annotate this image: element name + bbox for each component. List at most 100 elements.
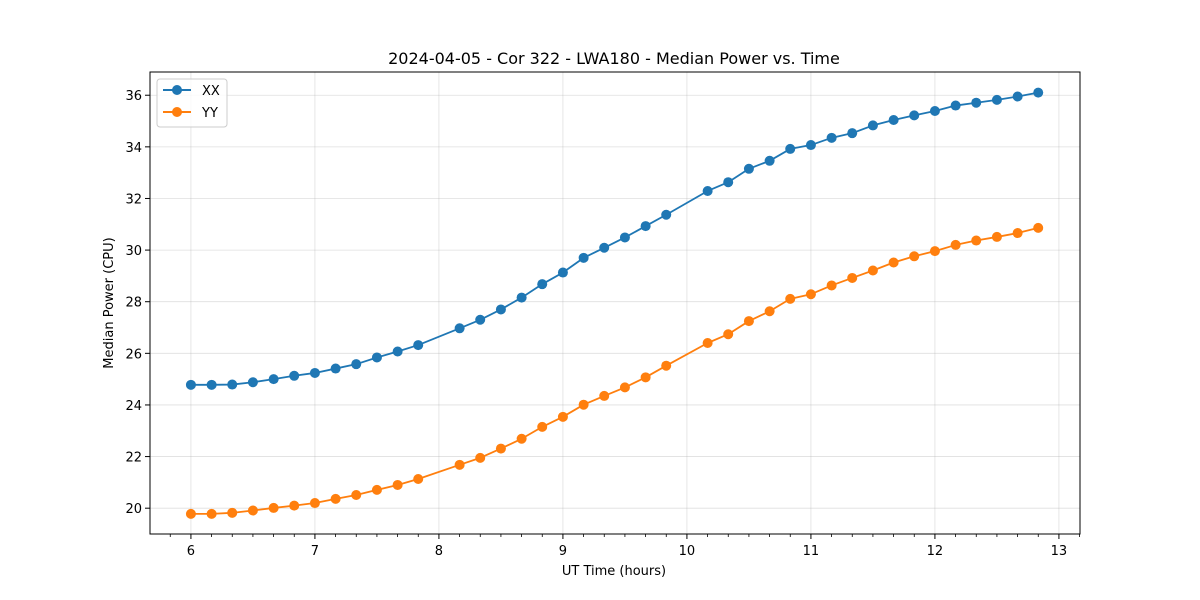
- y-tick-label: 34: [125, 141, 142, 156]
- legend-label-yy: YY: [201, 106, 218, 121]
- data-point-yy: [743, 316, 754, 327]
- x-axis-ticks: 6 7 8 9 10 11 12 13: [187, 534, 1067, 559]
- data-point-xx: [640, 221, 651, 232]
- data-point-xx: [888, 115, 899, 126]
- x-tick-label: 6: [187, 544, 195, 559]
- y-tick-label: 32: [125, 192, 142, 207]
- y-axis-label: Median Power (CPU): [102, 237, 117, 368]
- data-point-yy: [371, 484, 382, 495]
- series-line-yy: [190, 227, 1039, 515]
- data-point-xx: [702, 185, 713, 196]
- data-point-xx: [1012, 91, 1023, 102]
- data-point-yy: [330, 493, 341, 504]
- data-point-xx: [847, 128, 858, 139]
- data-point-yy: [227, 507, 238, 518]
- data-point-yy: [268, 502, 279, 513]
- data-point-yy: [785, 293, 796, 304]
- y-tick-label: 28: [125, 296, 142, 311]
- data-point-yy: [1012, 228, 1023, 239]
- data-point-yy: [909, 251, 920, 262]
- data-point-xx: [867, 120, 878, 131]
- data-point-yy: [929, 246, 940, 257]
- data-point-yy: [495, 443, 506, 454]
- data-point-xx: [557, 267, 568, 278]
- x-tick-label: 12: [927, 544, 944, 559]
- x-tick-label: 10: [679, 544, 696, 559]
- data-point-xx: [268, 374, 279, 385]
- legend-marker-xx: [172, 85, 182, 95]
- data-point-xx: [599, 242, 610, 253]
- y-axis-ticks: 20 22 24 26 28 30 32 34 36: [125, 89, 150, 517]
- data-point-xx: [289, 370, 300, 381]
- series-yy: [185, 222, 1044, 519]
- data-point-yy: [826, 280, 837, 291]
- legend: XX YY: [156, 78, 228, 128]
- data-point-xx: [950, 100, 961, 111]
- data-point-yy: [619, 382, 630, 393]
- data-point-xx: [371, 352, 382, 363]
- series-layer: [185, 87, 1044, 519]
- data-point-xx: [309, 367, 320, 378]
- data-point-xx: [185, 379, 196, 390]
- y-tick-label: 20: [125, 502, 142, 517]
- series-xx: [185, 87, 1044, 390]
- legend-marker-yy: [172, 107, 182, 117]
- data-point-yy: [888, 257, 899, 268]
- data-point-yy: [764, 306, 775, 317]
- data-point-yy: [971, 235, 982, 246]
- data-point-yy: [247, 505, 258, 516]
- data-point-yy: [578, 399, 589, 410]
- legend-label-xx: XX: [202, 84, 220, 99]
- data-point-xx: [227, 379, 238, 390]
- data-point-xx: [454, 323, 465, 334]
- data-point-yy: [557, 411, 568, 422]
- data-point-yy: [661, 360, 672, 371]
- data-point-xx: [723, 177, 734, 188]
- y-tick-label: 30: [125, 244, 142, 259]
- data-point-xx: [413, 340, 424, 351]
- data-point-yy: [867, 265, 878, 276]
- data-point-yy: [392, 479, 403, 490]
- data-point-xx: [826, 132, 837, 143]
- data-point-yy: [991, 231, 1002, 242]
- plot-frame: [149, 71, 1081, 535]
- data-point-xx: [206, 379, 217, 390]
- data-point-yy: [206, 508, 217, 519]
- data-point-yy: [805, 289, 816, 300]
- data-point-xx: [578, 252, 589, 263]
- data-point-yy: [516, 433, 527, 444]
- data-point-yy: [454, 459, 465, 470]
- data-point-xx: [805, 140, 816, 151]
- data-point-yy: [599, 390, 610, 401]
- data-point-xx: [351, 359, 362, 370]
- data-point-yy: [847, 272, 858, 283]
- data-point-yy: [185, 508, 196, 519]
- chart-title: 2024-04-05 - Cor 322 - LWA180 - Median P…: [388, 49, 840, 68]
- data-point-xx: [475, 314, 486, 325]
- data-point-yy: [950, 239, 961, 250]
- data-point-yy: [537, 421, 548, 432]
- data-point-yy: [351, 490, 362, 501]
- data-point-xx: [661, 209, 672, 220]
- data-point-xx: [1033, 87, 1044, 98]
- y-tick-label: 24: [125, 399, 142, 414]
- x-tick-label: 8: [435, 544, 443, 559]
- data-point-yy: [413, 474, 424, 485]
- data-point-xx: [785, 143, 796, 154]
- data-point-yy: [723, 329, 734, 340]
- x-tick-label: 11: [803, 544, 820, 559]
- data-point-xx: [247, 377, 258, 388]
- data-point-yy: [475, 452, 486, 463]
- data-point-xx: [971, 97, 982, 108]
- series-line-xx: [190, 91, 1039, 386]
- x-tick-label: 13: [1051, 544, 1068, 559]
- data-point-xx: [330, 363, 341, 374]
- data-point-yy: [289, 500, 300, 511]
- data-point-yy: [640, 372, 651, 383]
- data-point-xx: [619, 232, 630, 243]
- data-point-xx: [764, 155, 775, 166]
- x-tick-label: 7: [311, 544, 319, 559]
- data-point-xx: [537, 279, 548, 290]
- data-point-yy: [1033, 222, 1044, 233]
